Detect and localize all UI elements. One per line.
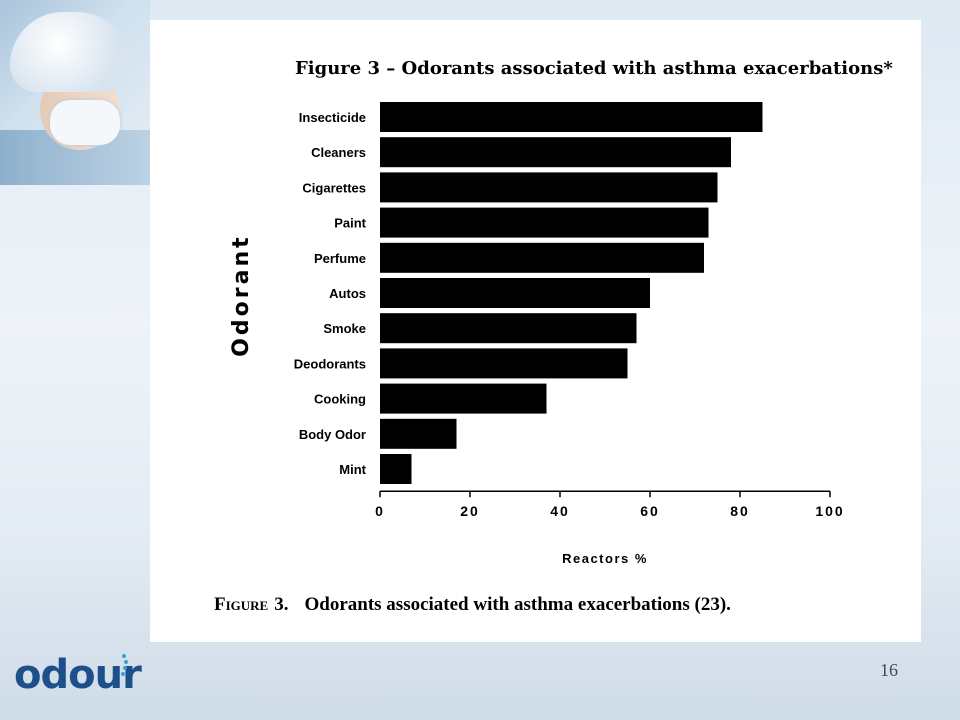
caption-text: Odorants associated with asthma exacerba… <box>304 594 731 615</box>
bar-cleaners <box>380 137 731 168</box>
x-tick-label: 80 <box>730 503 750 519</box>
bar-cigarettes <box>380 172 718 203</box>
y-axis-label: Odorant <box>229 234 254 356</box>
bar-mint <box>380 454 412 484</box>
surgeon-mask <box>50 100 120 145</box>
figure-title: Figure 3 – Odorants associated with asth… <box>295 58 893 79</box>
bar-smoke <box>380 313 637 344</box>
bar-paint <box>380 207 709 238</box>
x-tick-label: 0 <box>375 503 385 519</box>
page-number: 16 <box>880 660 898 680</box>
category-label: Cooking <box>314 392 366 407</box>
x-axis-label: Reactors % <box>562 551 648 566</box>
x-tick-label: 100 <box>815 503 844 519</box>
logo-swirl-icon <box>121 654 128 676</box>
category-label: Smoke <box>323 321 366 336</box>
category-label: Paint <box>334 216 366 231</box>
category-label: Cleaners <box>311 145 366 160</box>
bar-perfume <box>380 242 704 273</box>
caption-number: 3. <box>274 594 289 615</box>
bar-insecticide <box>380 102 763 132</box>
x-tick-label: 60 <box>640 503 660 519</box>
surgeon-cap <box>10 12 130 92</box>
x-tick-label: 20 <box>460 503 480 519</box>
odour-logo: odour <box>14 652 142 698</box>
category-label: Cigarettes <box>302 180 366 195</box>
bar-deodorants <box>380 348 628 379</box>
bar-cooking <box>380 383 547 414</box>
category-label: Autos <box>329 286 366 301</box>
category-label: Body Odor <box>299 427 366 442</box>
bar-chart: Insecticide Cleaners Cigarettes Paint Perfum… <box>229 102 844 566</box>
surgeon-photo <box>0 0 150 185</box>
category-label: Perfume <box>314 251 366 266</box>
category-label: Deodorants <box>294 356 366 371</box>
category-label: Mint <box>339 462 366 477</box>
figure-panel: Figure 3 – Odorants associated with asth… <box>150 20 921 642</box>
x-tick-label: 40 <box>550 503 570 519</box>
figure-caption: Figure 3. Odorants associated with asthma … <box>214 594 731 616</box>
caption-word: Figure <box>214 594 269 615</box>
bar-body-odor <box>380 418 457 449</box>
bar-autos <box>380 278 650 308</box>
category-label: Insecticide <box>299 110 366 125</box>
